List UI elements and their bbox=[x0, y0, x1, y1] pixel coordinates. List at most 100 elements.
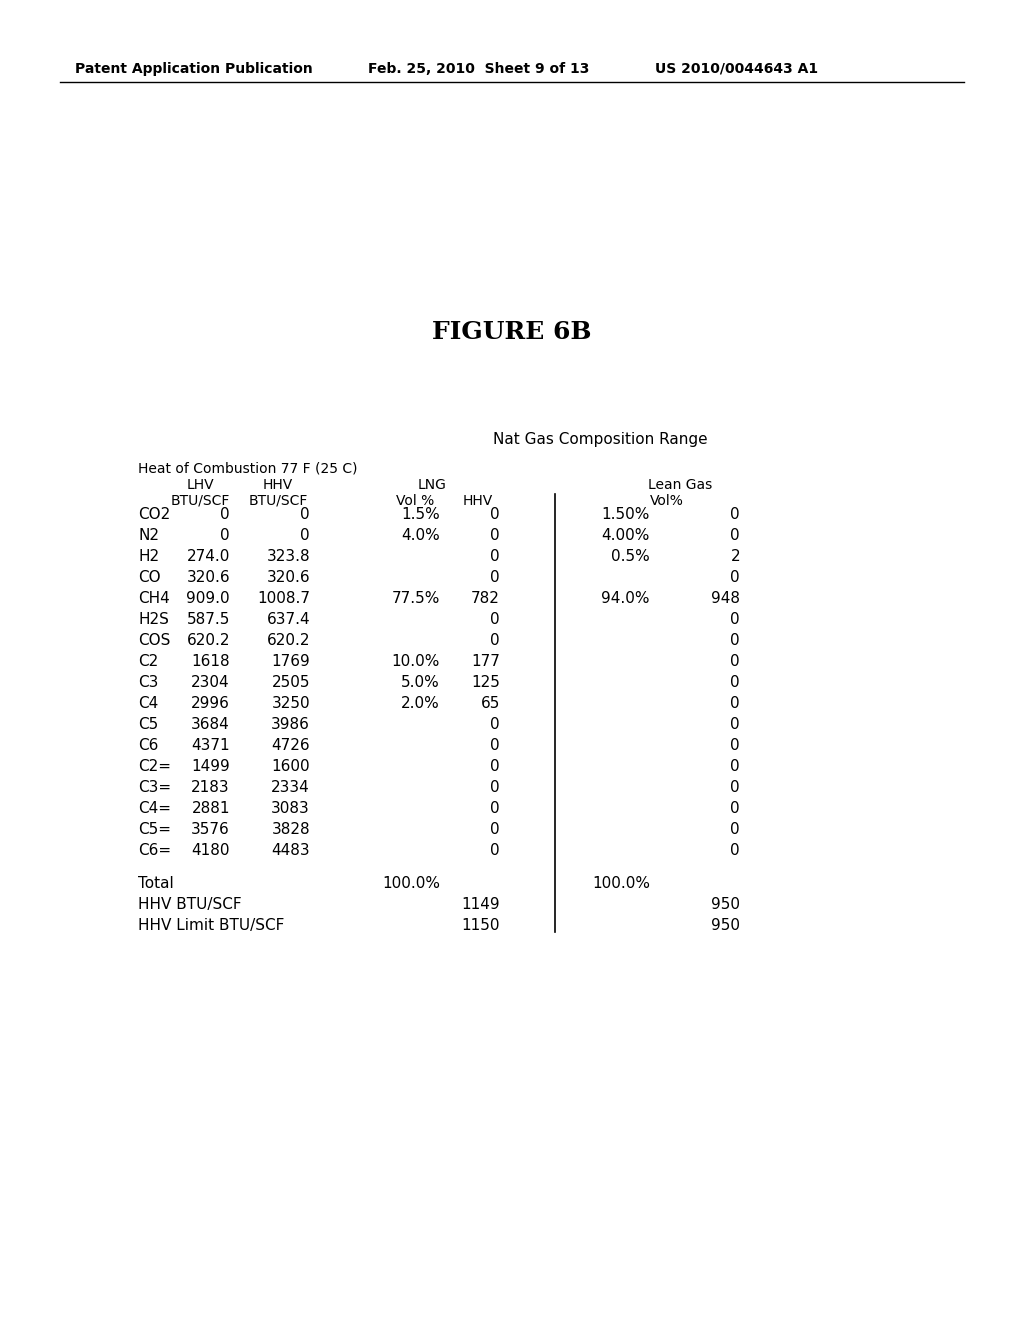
Text: HHV: HHV bbox=[463, 494, 494, 508]
Text: 77.5%: 77.5% bbox=[391, 591, 440, 606]
Text: 323.8: 323.8 bbox=[266, 549, 310, 564]
Text: 5.0%: 5.0% bbox=[401, 675, 440, 690]
Text: C4: C4 bbox=[138, 696, 159, 711]
Text: 3250: 3250 bbox=[271, 696, 310, 711]
Text: 4726: 4726 bbox=[271, 738, 310, 752]
Text: 0: 0 bbox=[220, 528, 230, 543]
Text: HHV BTU/SCF: HHV BTU/SCF bbox=[138, 898, 242, 912]
Text: 909.0: 909.0 bbox=[186, 591, 230, 606]
Text: H2: H2 bbox=[138, 549, 159, 564]
Text: 2.0%: 2.0% bbox=[401, 696, 440, 711]
Text: 0: 0 bbox=[490, 717, 500, 733]
Text: LNG: LNG bbox=[418, 478, 446, 492]
Text: 0: 0 bbox=[730, 612, 740, 627]
Text: 3684: 3684 bbox=[191, 717, 230, 733]
Text: 0: 0 bbox=[490, 738, 500, 752]
Text: CO2: CO2 bbox=[138, 507, 170, 521]
Text: 0: 0 bbox=[730, 843, 740, 858]
Text: 0: 0 bbox=[730, 675, 740, 690]
Text: 0: 0 bbox=[730, 528, 740, 543]
Text: 0: 0 bbox=[730, 780, 740, 795]
Text: 0: 0 bbox=[300, 507, 310, 521]
Text: 0: 0 bbox=[730, 507, 740, 521]
Text: 100.0%: 100.0% bbox=[592, 876, 650, 891]
Text: 1769: 1769 bbox=[271, 653, 310, 669]
Text: 0: 0 bbox=[490, 528, 500, 543]
Text: 177: 177 bbox=[471, 653, 500, 669]
Text: 1149: 1149 bbox=[462, 898, 500, 912]
Text: C2: C2 bbox=[138, 653, 159, 669]
Text: 0: 0 bbox=[490, 570, 500, 585]
Text: BTU/SCF: BTU/SCF bbox=[170, 494, 229, 508]
Text: 0: 0 bbox=[490, 549, 500, 564]
Text: 65: 65 bbox=[480, 696, 500, 711]
Text: C5: C5 bbox=[138, 717, 159, 733]
Text: HHV: HHV bbox=[263, 478, 293, 492]
Text: 0: 0 bbox=[730, 759, 740, 774]
Text: 3828: 3828 bbox=[271, 822, 310, 837]
Text: 4180: 4180 bbox=[191, 843, 230, 858]
Text: 2996: 2996 bbox=[191, 696, 230, 711]
Text: 1618: 1618 bbox=[191, 653, 230, 669]
Text: US 2010/0044643 A1: US 2010/0044643 A1 bbox=[655, 62, 818, 77]
Text: 0: 0 bbox=[300, 528, 310, 543]
Text: 0: 0 bbox=[730, 570, 740, 585]
Text: C6: C6 bbox=[138, 738, 159, 752]
Text: LHV: LHV bbox=[186, 478, 214, 492]
Text: 0: 0 bbox=[730, 696, 740, 711]
Text: 2: 2 bbox=[730, 549, 740, 564]
Text: N2: N2 bbox=[138, 528, 159, 543]
Text: 948: 948 bbox=[711, 591, 740, 606]
Text: 10.0%: 10.0% bbox=[391, 653, 440, 669]
Text: 620.2: 620.2 bbox=[266, 634, 310, 648]
Text: 0: 0 bbox=[730, 801, 740, 816]
Text: 1150: 1150 bbox=[462, 917, 500, 933]
Text: 3576: 3576 bbox=[191, 822, 230, 837]
Text: 2304: 2304 bbox=[191, 675, 230, 690]
Text: 3083: 3083 bbox=[271, 801, 310, 816]
Text: 620.2: 620.2 bbox=[186, 634, 230, 648]
Text: CO: CO bbox=[138, 570, 161, 585]
Text: Feb. 25, 2010  Sheet 9 of 13: Feb. 25, 2010 Sheet 9 of 13 bbox=[368, 62, 590, 77]
Text: Vol%: Vol% bbox=[650, 494, 684, 508]
Text: 0: 0 bbox=[490, 759, 500, 774]
Text: BTU/SCF: BTU/SCF bbox=[248, 494, 307, 508]
Text: 950: 950 bbox=[711, 898, 740, 912]
Text: Lean Gas: Lean Gas bbox=[648, 478, 712, 492]
Text: 0: 0 bbox=[490, 612, 500, 627]
Text: 0: 0 bbox=[730, 653, 740, 669]
Text: C5=: C5= bbox=[138, 822, 171, 837]
Text: Total: Total bbox=[138, 876, 174, 891]
Text: 4483: 4483 bbox=[271, 843, 310, 858]
Text: 0: 0 bbox=[730, 738, 740, 752]
Text: C3: C3 bbox=[138, 675, 159, 690]
Text: 2334: 2334 bbox=[271, 780, 310, 795]
Text: 0: 0 bbox=[490, 843, 500, 858]
Text: 587.5: 587.5 bbox=[186, 612, 230, 627]
Text: Patent Application Publication: Patent Application Publication bbox=[75, 62, 312, 77]
Text: 950: 950 bbox=[711, 917, 740, 933]
Text: 782: 782 bbox=[471, 591, 500, 606]
Text: 1.50%: 1.50% bbox=[602, 507, 650, 521]
Text: 0.5%: 0.5% bbox=[611, 549, 650, 564]
Text: HHV Limit BTU/SCF: HHV Limit BTU/SCF bbox=[138, 917, 285, 933]
Text: 637.4: 637.4 bbox=[266, 612, 310, 627]
Text: 320.6: 320.6 bbox=[266, 570, 310, 585]
Text: C6=: C6= bbox=[138, 843, 171, 858]
Text: CH4: CH4 bbox=[138, 591, 170, 606]
Text: 0: 0 bbox=[490, 507, 500, 521]
Text: 125: 125 bbox=[471, 675, 500, 690]
Text: 2881: 2881 bbox=[191, 801, 230, 816]
Text: COS: COS bbox=[138, 634, 170, 648]
Text: Vol %: Vol % bbox=[396, 494, 434, 508]
Text: FIGURE 6B: FIGURE 6B bbox=[432, 319, 592, 345]
Text: 0: 0 bbox=[730, 634, 740, 648]
Text: 1.5%: 1.5% bbox=[401, 507, 440, 521]
Text: 0: 0 bbox=[730, 717, 740, 733]
Text: Nat Gas Composition Range: Nat Gas Composition Range bbox=[493, 432, 708, 447]
Text: 4.0%: 4.0% bbox=[401, 528, 440, 543]
Text: 0: 0 bbox=[490, 822, 500, 837]
Text: 4.00%: 4.00% bbox=[602, 528, 650, 543]
Text: 100.0%: 100.0% bbox=[382, 876, 440, 891]
Text: 0: 0 bbox=[490, 801, 500, 816]
